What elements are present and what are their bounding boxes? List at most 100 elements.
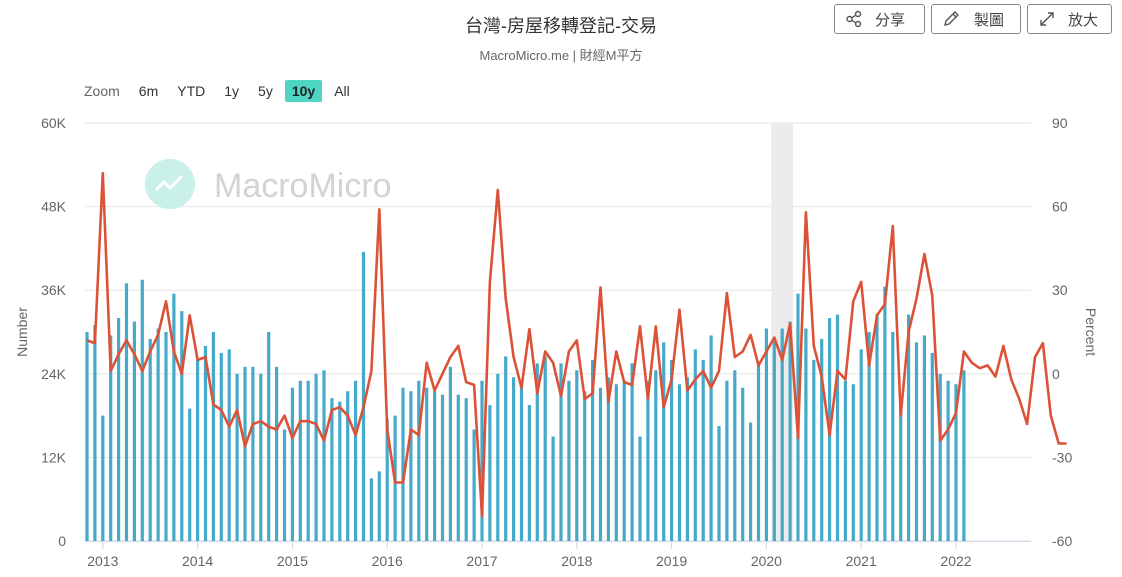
bar [282, 429, 287, 541]
bar [180, 311, 184, 541]
bar [188, 408, 192, 541]
bar [409, 391, 413, 541]
bar [290, 387, 294, 541]
bar [124, 283, 129, 541]
bar [401, 387, 405, 541]
bar [440, 394, 445, 541]
bar [243, 366, 247, 541]
bar [480, 380, 484, 541]
zoom-10y-button[interactable]: 10y [284, 80, 323, 102]
y-left-tick-label: 12K [41, 449, 67, 465]
y-axis-right-label: Percent [1083, 308, 1099, 356]
bar [251, 366, 255, 541]
bar [535, 363, 539, 541]
zoom-5y-button[interactable]: 5y [258, 83, 273, 99]
chart-subtitle: MacroMicro.me | 財經M平方 [479, 48, 643, 63]
x-tick-label: 2014 [182, 553, 213, 569]
bar [891, 332, 895, 541]
bar [843, 380, 847, 541]
y-right-tick-label: 30 [1052, 282, 1068, 298]
bar [922, 335, 926, 541]
bar [448, 366, 452, 541]
make-chart-button[interactable]: 製圖 [931, 4, 1021, 34]
bar [630, 363, 634, 541]
bar [354, 380, 358, 541]
y-right-tick-label: 90 [1052, 115, 1068, 131]
zoom-selector: Zoom 6m YTD 1y 5y 10y All [84, 80, 362, 102]
watermark-logo-icon [145, 159, 195, 209]
y-left-tick-label: 24K [41, 366, 67, 382]
bar [859, 349, 863, 541]
bar [559, 363, 563, 541]
bar [512, 377, 516, 541]
zoom-6m-button[interactable]: 6m [138, 83, 159, 99]
bar [709, 335, 713, 541]
expand-button[interactable]: 放大 [1027, 4, 1112, 34]
bar [938, 373, 942, 541]
bar [322, 370, 326, 541]
bar [93, 325, 97, 541]
toolbar: 分享 製圖 放大 [834, 4, 1112, 34]
bar [946, 380, 950, 541]
bar [914, 342, 919, 541]
bar [275, 366, 279, 541]
bar [132, 321, 136, 541]
bar [583, 391, 587, 541]
zoom-all-button[interactable]: All [334, 83, 350, 99]
bar [567, 380, 571, 541]
bar [772, 338, 776, 541]
bar [314, 373, 318, 541]
bar [425, 387, 429, 541]
bar [361, 251, 366, 541]
expand-icon [1040, 12, 1054, 26]
bar [741, 387, 745, 541]
bar [203, 345, 208, 541]
bar [259, 373, 263, 541]
bar [812, 359, 816, 541]
bar [606, 377, 610, 541]
x-tick-label: 2016 [372, 553, 403, 569]
bar [733, 370, 737, 541]
bar [614, 384, 618, 541]
x-tick-label: 2020 [751, 553, 782, 569]
zoom-label: Zoom [84, 83, 120, 99]
bar [227, 349, 231, 541]
bar [109, 335, 113, 541]
x-tick-label: 2018 [561, 553, 592, 569]
bar [756, 363, 761, 541]
bar [788, 321, 792, 541]
x-tick-label: 2019 [656, 553, 687, 569]
bar [117, 318, 121, 541]
bar [385, 419, 389, 541]
bar [496, 373, 500, 541]
bar [472, 429, 476, 541]
bar [670, 359, 674, 541]
bar [140, 279, 144, 541]
bar [527, 405, 531, 541]
bar [717, 426, 721, 541]
bar [725, 380, 729, 541]
zoom-1y-button[interactable]: 1y [224, 83, 240, 99]
bar [172, 293, 176, 541]
bar [749, 422, 753, 541]
bar [306, 380, 310, 541]
bar [298, 380, 302, 541]
bar [267, 332, 271, 541]
x-tick-label: 2022 [940, 553, 971, 569]
line-series [86, 171, 1067, 518]
y-right-tick-label: -30 [1052, 449, 1072, 465]
y-left-tick-label: 36K [41, 282, 67, 298]
share-label: 分享 [875, 11, 906, 29]
bar [962, 370, 966, 541]
bar [930, 352, 934, 541]
share-button[interactable]: 分享 [834, 4, 925, 34]
bar [883, 286, 887, 541]
y-right-tick-label: -60 [1052, 533, 1072, 549]
bar [543, 356, 547, 541]
bar [330, 398, 334, 541]
chart-title: 台灣-房屋移轉登記-交易 [465, 16, 657, 36]
bar [433, 391, 437, 541]
zoom-ytd-button[interactable]: YTD [177, 83, 206, 99]
bar [591, 359, 595, 541]
